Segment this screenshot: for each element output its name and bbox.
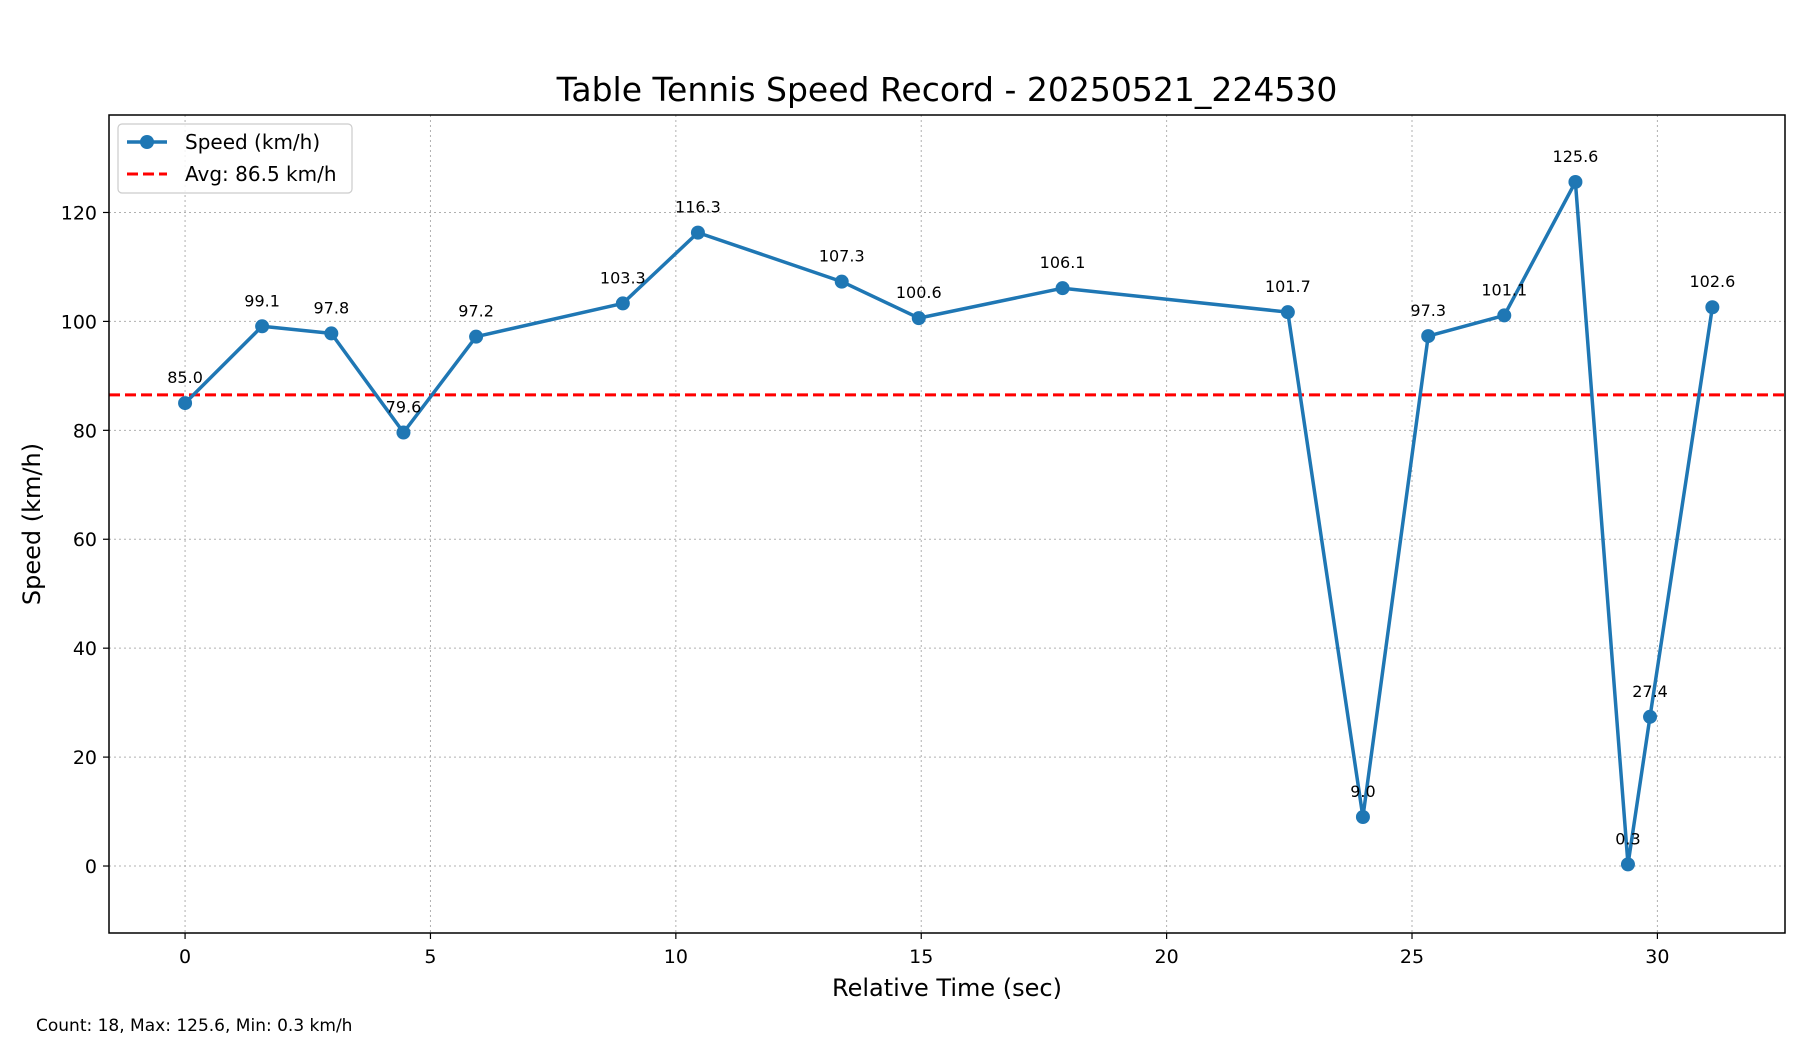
y-tick-label: 60 <box>73 529 97 551</box>
legend-avg-label: Avg: 86.5 km/h <box>185 162 337 186</box>
data-label: 0.3 <box>1615 829 1640 848</box>
data-point <box>1055 281 1070 296</box>
data-point <box>396 425 411 440</box>
data-label: 97.3 <box>1410 301 1446 320</box>
data-label: 85.0 <box>167 368 203 387</box>
data-label: 116.3 <box>675 198 721 217</box>
data-point <box>1497 308 1512 323</box>
x-tick-label: 0 <box>179 946 191 968</box>
data-label: 103.3 <box>600 268 646 287</box>
y-tick-label: 40 <box>73 638 97 660</box>
data-label: 97.2 <box>458 302 494 321</box>
data-point <box>1705 300 1720 315</box>
data-point <box>834 274 849 289</box>
x-tick-label: 5 <box>424 946 436 968</box>
data-label: 27.4 <box>1632 682 1668 701</box>
data-point <box>1280 305 1295 320</box>
data-label: 100.6 <box>896 283 942 302</box>
data-point <box>615 296 630 311</box>
speed-line <box>183 180 1715 867</box>
data-point <box>178 396 193 411</box>
data-point <box>255 319 270 334</box>
series-layer: 85.0 99.1 97.8 79.6 97.2 103.3 116.3 107.3 100.6… <box>167 147 1735 872</box>
data-label: 97.8 <box>314 298 350 317</box>
data-point <box>1355 809 1370 824</box>
legend-speed-label: Speed (km/h) <box>185 130 320 154</box>
grid <box>109 115 1785 933</box>
data-label: 125.6 <box>1553 147 1599 166</box>
data-point <box>324 326 339 341</box>
data-label: 99.1 <box>244 291 280 310</box>
data-point <box>690 225 705 240</box>
y-tick-label: 0 <box>85 856 97 878</box>
data-label: 106.1 <box>1040 253 1086 272</box>
y-tick-label: 120 <box>61 202 97 224</box>
plot-frame <box>108 114 1786 934</box>
chart-title: Table Tennis Speed Record - 20250521_224… <box>556 70 1338 109</box>
x-tick-label: 25 <box>1400 946 1424 968</box>
x-tick-label: 30 <box>1645 946 1669 968</box>
axis-ticks: 0 5 10 15 20 25 30 0 20 40 60 80 100 120 <box>61 202 1670 968</box>
data-label: 107.3 <box>819 247 865 266</box>
data-point <box>469 329 484 344</box>
data-point <box>1421 329 1436 344</box>
data-label: 79.6 <box>386 398 422 417</box>
data-label: 101.1 <box>1481 280 1527 299</box>
data-label: 102.6 <box>1689 272 1735 291</box>
legend-speed-swatch-marker <box>140 135 154 149</box>
data-label: 9.0 <box>1350 782 1375 801</box>
data-point <box>911 311 926 326</box>
legend: Speed (km/h) Avg: 86.5 km/h <box>117 123 353 194</box>
y-tick-label: 80 <box>73 420 97 442</box>
x-tick-label: 10 <box>664 946 688 968</box>
stats-note: Count: 18, Max: 125.6, Min: 0.3 km/h <box>36 1016 353 1036</box>
y-tick-label: 100 <box>61 311 97 333</box>
x-axis-label: Relative Time (sec) <box>832 974 1062 1002</box>
data-point <box>1643 709 1658 724</box>
legend-box <box>117 123 353 194</box>
y-axis-label: Speed (km/h) <box>18 443 46 605</box>
data-label: 101.7 <box>1265 277 1311 296</box>
data-point <box>1568 174 1583 189</box>
y-tick-label: 20 <box>73 747 97 769</box>
x-tick-label: 15 <box>909 946 933 968</box>
x-tick-label: 20 <box>1155 946 1179 968</box>
data-point <box>1620 857 1635 872</box>
